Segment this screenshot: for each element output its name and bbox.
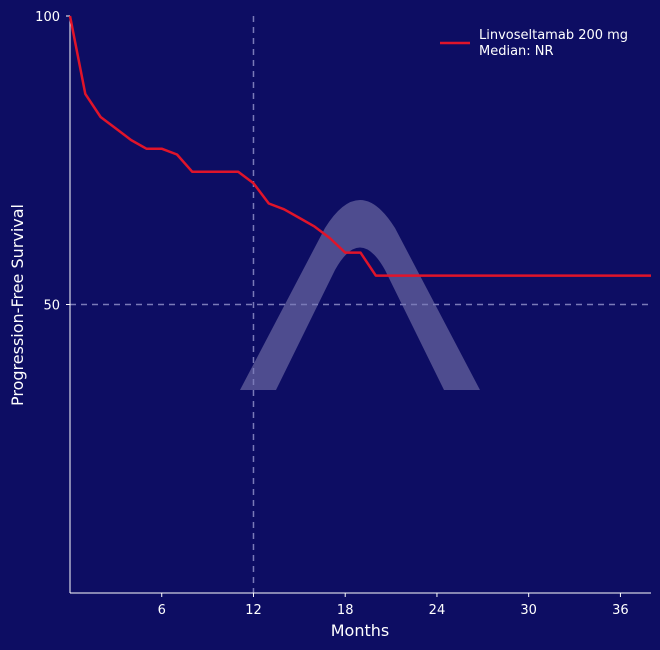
- x-tick-label: 6: [158, 603, 166, 618]
- x-ticks: 6 12 18 24 30 36: [158, 593, 629, 618]
- y-axis-title: Progression-Free Survival: [8, 204, 27, 406]
- x-tick-label: 18: [337, 603, 354, 618]
- x-axis-title: Months: [331, 621, 389, 640]
- legend-label: Linvoseltamab 200 mg: [479, 28, 628, 43]
- y-ticks: 50 100: [35, 10, 70, 314]
- series-line-linvoseltamab: [68, 15, 651, 277]
- y-tick-label: 50: [43, 299, 60, 314]
- y-tick-label: 100: [35, 10, 60, 25]
- legend-median: Median: NR: [479, 44, 554, 59]
- x-tick-label: 36: [612, 603, 629, 618]
- legend: Linvoseltamab 200 mg Median: NR: [440, 28, 628, 59]
- x-tick-label: 30: [520, 603, 537, 618]
- x-tick-label: 24: [429, 603, 446, 618]
- watermark-logo: [240, 200, 480, 390]
- x-tick-label: 12: [245, 603, 262, 618]
